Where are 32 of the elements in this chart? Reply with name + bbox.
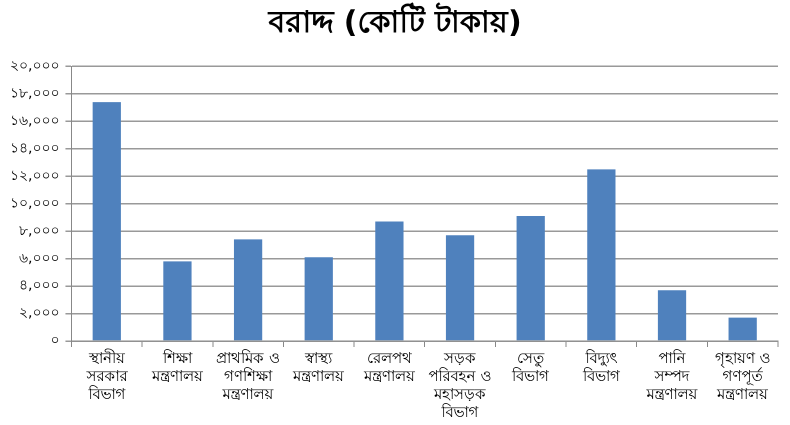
- bar: [516, 216, 545, 340]
- y-tick-label: ৬,০০০: [18, 250, 60, 266]
- x-tick-label: গৃহায়ণ ও গণপূর্ত মন্ত্রণালয়: [714, 348, 771, 403]
- bar: [92, 102, 121, 340]
- x-tick-label: প্রাথমিক ও গণশিক্ষা মন্ত্রণালয়: [216, 348, 280, 403]
- bar: [234, 239, 262, 340]
- chart-title: বরাদ্দ (কোটি টাকায়): [266, 2, 523, 42]
- y-tick-label: ০: [50, 332, 60, 349]
- x-tick-label: স্বাস্থ্য মন্ত্রণালয়: [292, 348, 346, 385]
- y-tick-label: ১৬,০০০: [10, 112, 60, 129]
- y-tick-label: ১৮,০০০: [10, 86, 60, 102]
- y-tick-label: ৮,০০০: [18, 222, 60, 239]
- x-tick-label: সেতু বিভাগ: [511, 348, 550, 385]
- bar: [728, 318, 757, 340]
- x-tick-label: বিদ্যুৎ বিভাগ: [582, 348, 621, 385]
- x-tick-label: শিক্ষা মন্ত্রণালয়: [150, 348, 204, 385]
- bar: [587, 169, 616, 340]
- bar: [375, 222, 404, 340]
- bar: [658, 290, 686, 340]
- x-tick-label: পানি সম্পদ মন্ত্রণালয়: [646, 348, 699, 403]
- y-tick-label: ১২,০০০: [10, 168, 60, 184]
- bar: [304, 257, 333, 340]
- x-tick-label: সড়ক পরিবহন ও মহাসড়ক বিভাগ: [428, 348, 492, 421]
- y-tick-label: ২০,০০০: [10, 58, 60, 74]
- y-tick-label: ১৪,০০০: [10, 140, 60, 156]
- y-tick-label: ২,০০০: [18, 305, 60, 322]
- x-tick-label: রেলপথ মন্ত্রণালয়: [362, 348, 416, 385]
- y-tick-label: ৪,০০০: [18, 278, 60, 294]
- bar: [446, 235, 474, 340]
- x-tick-label: স্থানীয় সরকার বিভাগ: [85, 348, 128, 403]
- bar: [163, 261, 192, 340]
- y-tick-label: ১০,০০০: [10, 195, 60, 212]
